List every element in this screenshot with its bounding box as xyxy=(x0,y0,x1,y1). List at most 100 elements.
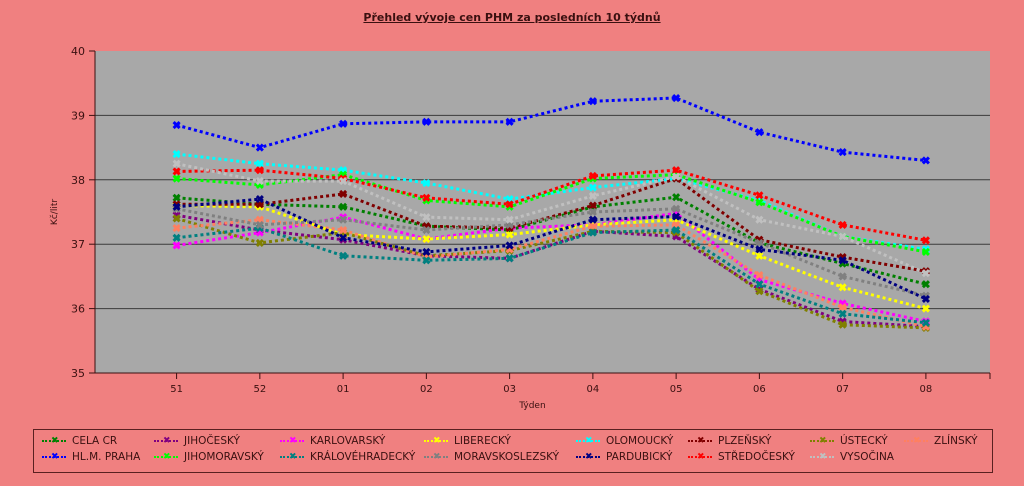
data-point xyxy=(755,198,764,207)
series-st-edo-esk- xyxy=(172,166,930,245)
data-point xyxy=(588,207,597,217)
data-point xyxy=(672,204,681,213)
legend-label: ÚSTECKÝ xyxy=(840,435,888,447)
data-point xyxy=(255,177,264,186)
data-point xyxy=(838,320,847,329)
x-tick-label: 05 xyxy=(670,384,683,395)
legend-label: STŘEDOČESKÝ xyxy=(718,451,795,463)
series-line xyxy=(176,213,926,329)
data-point xyxy=(588,191,597,200)
data-point xyxy=(422,117,431,126)
series-line xyxy=(176,226,927,325)
data-point xyxy=(921,269,930,278)
data-point xyxy=(588,97,597,106)
data-point xyxy=(505,230,514,239)
chart-plot: 35 36 37 38 39 40 51 52 01 02 03 04 05 06 07 08 Kč/litr… xyxy=(49,45,991,411)
data-point xyxy=(921,280,930,289)
data-point xyxy=(172,159,181,168)
data-point xyxy=(339,189,348,199)
legend-item: ✖ CELA CR xyxy=(42,435,117,447)
data-point xyxy=(838,303,847,312)
data-point xyxy=(755,238,764,247)
data-point xyxy=(921,304,930,313)
legend-swatch-icon: ✖ xyxy=(810,436,834,446)
data-point xyxy=(921,236,930,245)
data-point xyxy=(672,193,681,202)
data-point xyxy=(588,183,597,192)
data-point xyxy=(172,193,181,202)
data-point xyxy=(505,200,514,209)
series-line xyxy=(176,207,927,298)
x-tick-label: 04 xyxy=(587,384,600,395)
series-line xyxy=(176,197,927,301)
data-point xyxy=(172,149,181,159)
series-kr-lov-hradeck- xyxy=(172,224,930,327)
data-point xyxy=(422,193,431,202)
legend-swatch-icon: ✖ xyxy=(154,452,178,462)
series-moravskoslezsk- xyxy=(172,204,930,300)
x-tick-label: 01 xyxy=(337,384,350,395)
legend-swatch-icon: ✖ xyxy=(688,452,712,462)
data-point xyxy=(172,120,181,130)
data-point xyxy=(255,143,264,152)
legend-label: LIBERECKÝ xyxy=(454,435,511,447)
legend-label: MORAVSKOSLEZSKÝ xyxy=(454,451,560,463)
data-point xyxy=(172,214,181,223)
data-point xyxy=(505,241,514,250)
data-point xyxy=(588,201,597,210)
legend-item: ✖ ZLÍNSKÝ xyxy=(904,435,978,447)
data-point xyxy=(838,283,847,292)
legend-item: ✖ LIBERECKÝ xyxy=(424,435,511,447)
legend-label: JIHOMORAVSKÝ xyxy=(184,451,264,463)
data-point xyxy=(339,215,348,224)
data-point xyxy=(588,215,597,224)
data-point xyxy=(255,159,264,168)
legend-swatch-icon: ✖ xyxy=(280,452,304,462)
data-point xyxy=(755,128,764,137)
legend-item: ✖ PARDUBICKÝ xyxy=(576,451,672,463)
x-tick-label: 07 xyxy=(836,384,849,395)
x-tick-label: 03 xyxy=(503,384,516,395)
series-pardubick- xyxy=(172,195,930,304)
data-point xyxy=(339,225,348,235)
data-point xyxy=(339,177,348,186)
legend-item: ✖ STŘEDOČESKÝ xyxy=(688,451,795,463)
data-point xyxy=(588,171,597,180)
data-point xyxy=(672,225,681,235)
data-point xyxy=(755,215,764,224)
legend-swatch-icon: ✖ xyxy=(810,452,834,462)
data-point xyxy=(422,178,431,188)
axes: 35 36 37 38 39 40 51 52 01 02 03 04 05 06 07 08 xyxy=(71,45,991,395)
legend: ✖ CELA CR ✖ JIHOČESKÝ ✖ KARLOVARSKÝ ✖ LIBERECKÝ… xyxy=(33,429,993,473)
legend-swatch-icon: ✖ xyxy=(154,436,178,446)
data-point xyxy=(755,251,764,260)
legend-swatch-icon: ✖ xyxy=(280,436,304,446)
series-line xyxy=(176,168,927,242)
legend-label: PARDUBICKÝ xyxy=(606,451,673,463)
data-point xyxy=(921,294,930,304)
series-line xyxy=(176,162,927,275)
data-point xyxy=(755,271,764,280)
data-point xyxy=(921,318,930,327)
data-point xyxy=(339,202,348,211)
legend-item: ✖ KRÁLOVÉHRADECKÝ xyxy=(280,451,415,463)
legend-item: ✖ MORAVSKOSLEZSKÝ xyxy=(424,451,559,463)
data-point xyxy=(672,166,681,175)
data-point xyxy=(255,220,264,229)
legend-item: ✖ JIHOMORAVSKÝ xyxy=(154,451,264,463)
chart-title: Přehled vývoje cen PHM za posledních 10 … xyxy=(363,11,661,24)
data-point xyxy=(422,225,431,235)
y-tick-label: 40 xyxy=(71,45,85,58)
data-point xyxy=(755,191,764,200)
data-point xyxy=(588,222,597,231)
data-point xyxy=(755,287,764,296)
legend-swatch-icon: ✖ xyxy=(688,436,712,446)
data-point xyxy=(172,202,181,211)
data-point xyxy=(422,213,431,222)
y-tick-label: 37 xyxy=(71,238,85,251)
data-point xyxy=(172,224,181,233)
legend-swatch-icon: ✖ xyxy=(904,436,928,446)
data-point xyxy=(505,117,514,126)
legend-label: PLZEŇSKÝ xyxy=(718,435,772,447)
data-point xyxy=(422,247,431,256)
